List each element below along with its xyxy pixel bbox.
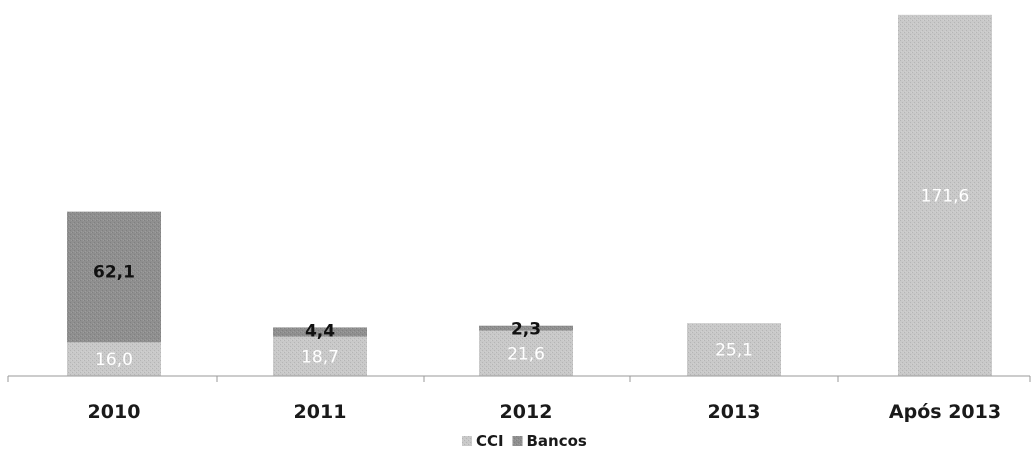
category-label-3: 2013 bbox=[708, 401, 761, 423]
bar-texture-cci-0 bbox=[67, 342, 161, 376]
bar-texture-cci-1 bbox=[273, 336, 367, 376]
data-label-bancos-0: 62,1 bbox=[93, 263, 135, 283]
bar-texture-cci-3 bbox=[687, 323, 781, 376]
bars-layer bbox=[67, 14, 992, 377]
category-label-2: 2012 bbox=[500, 401, 553, 423]
category-label-0: 2010 bbox=[88, 401, 141, 423]
x-axis-ticks bbox=[7, 376, 1031, 382]
bar-texture-bancos-2 bbox=[479, 325, 573, 331]
bar-texture-cci-2 bbox=[479, 330, 573, 376]
bar-texture-bancos-1 bbox=[273, 327, 367, 337]
legend-label-bancos: Bancos bbox=[527, 432, 587, 450]
category-label-1: 2011 bbox=[294, 401, 347, 423]
legend-swatch-texture-cci bbox=[462, 436, 472, 446]
data-label-bancos-2: 2,3 bbox=[511, 320, 541, 340]
data-label-cci-0: 16,0 bbox=[95, 350, 133, 370]
legend-label-cci: CCI bbox=[476, 432, 504, 450]
category-labels: 2010 2011 2012 2013 Após 2013 bbox=[88, 401, 1002, 423]
bar-texture-bancos-0 bbox=[67, 211, 161, 343]
data-label-cci-2: 21,6 bbox=[507, 344, 545, 364]
category-label-4: Após 2013 bbox=[889, 401, 1001, 423]
bar-texture-cci-4 bbox=[898, 14, 992, 377]
legend: CCI Bancos bbox=[462, 432, 587, 450]
data-labels-layer: 16,0 62,1 18,7 4,4 21,6 2,3 25,1 171,6 bbox=[93, 186, 969, 370]
data-label-cci-3: 25,1 bbox=[715, 341, 753, 361]
data-label-cci-1: 18,7 bbox=[301, 347, 339, 367]
legend-swatch-texture-bancos bbox=[512, 436, 523, 446]
data-label-cci-4: 171,6 bbox=[921, 186, 970, 206]
data-label-bancos-1: 4,4 bbox=[305, 321, 335, 341]
